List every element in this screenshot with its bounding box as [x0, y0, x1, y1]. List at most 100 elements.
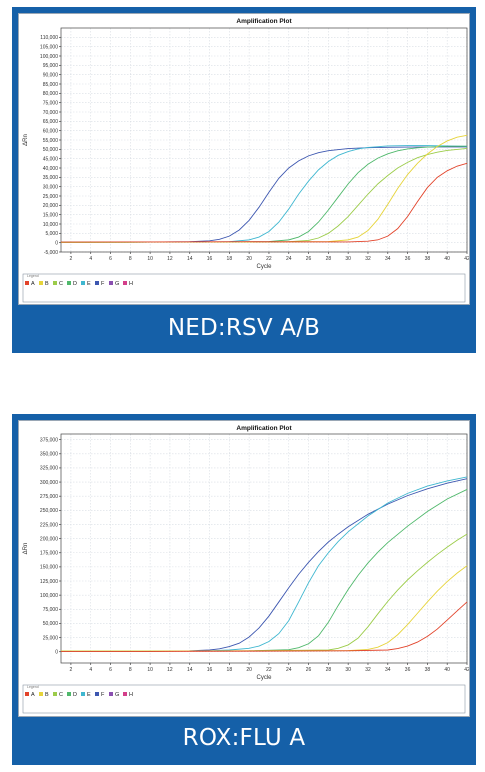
series-line-d	[60, 145, 468, 243]
y-tick-label: 300,000	[40, 480, 58, 486]
series-line-a	[61, 601, 468, 652]
chart-svg: Amplification Plot 0 25,000 50,000 75,000 100…	[22, 425, 469, 714]
x-tick-label: 12	[167, 667, 173, 673]
x-axis-label: Cycle	[256, 264, 272, 270]
legend-swatch	[81, 281, 85, 285]
plot-frame	[60, 433, 468, 664]
series-line-b	[61, 565, 468, 652]
y-tick-label: 40,000	[43, 166, 59, 172]
legend-label: A	[31, 281, 35, 287]
x-axis-label: Cycle	[256, 675, 272, 681]
legend-swatch	[109, 692, 113, 696]
x-tick-label: 2	[70, 256, 73, 262]
y-tick-label: 250,000	[40, 508, 58, 514]
legend-swatch	[25, 281, 29, 285]
series-line-e	[61, 476, 468, 652]
y-tick-label: 15,000	[43, 212, 59, 218]
y-tick-label: 30,000	[43, 184, 59, 190]
y-tick-label: 5,000	[45, 231, 58, 237]
amplification-plot-1: Amplification Plot -5,000 0 5,000 10,000 15,0…	[18, 13, 470, 305]
y-tick-label: 75,000	[43, 607, 59, 613]
series-line-e	[60, 145, 468, 243]
x-tick-label: 30	[345, 667, 351, 673]
legend-label: G	[115, 281, 119, 287]
chart-title: Amplification Plot	[236, 425, 292, 432]
x-tick-label: 40	[444, 256, 450, 262]
series-line-c	[60, 147, 468, 243]
y-tick-label: 20,000	[43, 203, 59, 209]
x-tick-label: 24	[286, 667, 292, 673]
y-tick-label: 225,000	[40, 522, 58, 528]
x-tick-label: 16	[207, 256, 213, 262]
y-tick-label: 0	[55, 240, 58, 246]
y-tick-label: 10,000	[43, 222, 59, 228]
legend-label: C	[59, 692, 63, 698]
chart-svg: Amplification Plot -5,000 0 5,000 10,000 15,0…	[22, 18, 469, 303]
x-tick-label: 36	[405, 256, 411, 262]
series-line-f	[61, 478, 468, 652]
x-tick-label: 16	[207, 667, 213, 673]
x-tick-label: 12	[167, 256, 173, 262]
x-tick-label: 8	[129, 667, 132, 673]
x-tick-label: 2	[70, 667, 73, 673]
series-line-d	[61, 489, 468, 652]
legend-label: F	[101, 692, 105, 698]
legend-label: F	[101, 281, 105, 287]
legend-swatch	[123, 281, 127, 285]
y-tick-label: 200,000	[40, 536, 58, 542]
x-tick-label: 40	[444, 667, 450, 673]
y-tick-label: 35,000	[43, 175, 59, 181]
y-tick-label: 45,000	[43, 156, 59, 162]
x-tick-label: 20	[246, 256, 252, 262]
y-tick-label: 375,000	[40, 437, 58, 443]
y-tick-label: 175,000	[40, 551, 58, 557]
x-tick-label: 20	[246, 667, 252, 673]
legend-label: H	[129, 281, 133, 287]
x-tick-label: 10	[147, 256, 153, 262]
y-axis-label: ΔRn	[23, 543, 29, 555]
x-tick-label: 8	[129, 256, 132, 262]
panel-rox-flu: Amplification Plot 0 25,000 50,000 75,000 100…	[12, 414, 476, 765]
x-tick-label: 30	[345, 256, 351, 262]
legend-swatch	[95, 692, 99, 696]
y-tick-label: 0	[55, 649, 58, 655]
y-tick-label: 350,000	[40, 452, 58, 458]
x-tick-label: 42	[464, 256, 469, 262]
y-tick-label: 55,000	[43, 138, 59, 144]
x-tick-label: 34	[385, 256, 391, 262]
panel-ned-rsv: Amplification Plot -5,000 0 5,000 10,000 15,0…	[12, 7, 476, 353]
x-tick-label: 28	[326, 256, 332, 262]
x-tick-label: 24	[286, 256, 292, 262]
x-tick-label: 38	[425, 256, 431, 262]
x-tick-label: 36	[405, 667, 411, 673]
x-tick-label: 6	[109, 256, 112, 262]
y-tick-label: 325,000	[40, 466, 58, 472]
legend-swatch	[53, 281, 57, 285]
y-tick-label: 80,000	[43, 91, 59, 97]
y-tick-label: 60,000	[43, 128, 59, 134]
x-tick-label: 14	[187, 256, 193, 262]
y-tick-label: 100,000	[40, 54, 58, 60]
y-tick-label: 150,000	[40, 565, 58, 571]
legend-box	[22, 273, 466, 303]
series-line-b	[60, 134, 468, 243]
x-tick-label: 28	[326, 667, 332, 673]
legend-swatch	[67, 281, 71, 285]
x-tick-label: 6	[109, 667, 112, 673]
legend-swatch	[67, 692, 71, 696]
series-line-a	[60, 162, 468, 243]
y-tick-label: 25,000	[43, 194, 59, 200]
y-tick-label: 275,000	[40, 494, 58, 500]
legend-box	[22, 684, 466, 714]
y-tick-label: 105,000	[40, 44, 58, 50]
y-tick-label: 50,000	[43, 147, 59, 153]
x-tick-label: 18	[227, 667, 233, 673]
y-tick-label: 75,000	[43, 100, 59, 106]
legend-title: Legend	[27, 685, 39, 689]
legend-swatch	[25, 692, 29, 696]
legend-label: H	[129, 692, 133, 698]
y-tick-label: -5,000	[44, 250, 58, 256]
y-axis-label: ΔRn	[23, 134, 29, 146]
legend-label: B	[45, 281, 49, 287]
panel-caption: NED:RSV A/B	[167, 315, 321, 341]
